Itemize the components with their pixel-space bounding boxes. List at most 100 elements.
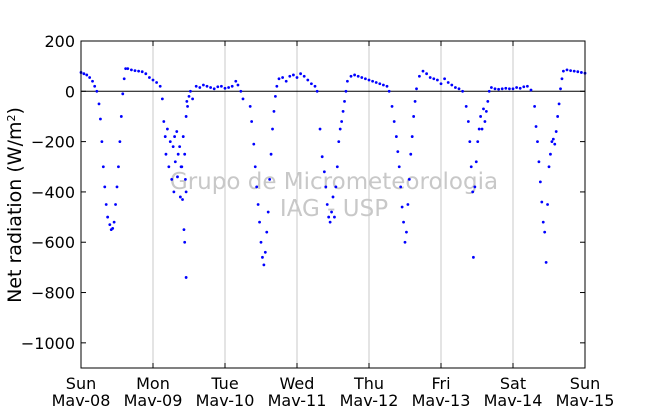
data-point — [553, 142, 557, 146]
data-point — [220, 84, 223, 88]
data-point — [392, 120, 396, 123]
data-point — [421, 69, 425, 73]
data-point — [99, 117, 102, 121]
data-point — [562, 69, 565, 73]
data-point — [490, 86, 493, 89]
data-point — [183, 240, 187, 244]
data-point — [184, 115, 188, 118]
data-point — [526, 84, 529, 88]
data-point — [557, 102, 561, 106]
data-point — [328, 220, 332, 224]
data-point — [175, 130, 179, 133]
x-tick-day-label: Wed — [280, 374, 315, 393]
data-point — [236, 83, 240, 87]
data-point — [85, 73, 89, 77]
data-point — [227, 86, 231, 89]
data-point — [223, 86, 227, 90]
data-point — [284, 79, 288, 83]
data-point — [322, 170, 326, 174]
data-point — [415, 87, 418, 91]
data-point — [337, 140, 341, 144]
data-point — [158, 84, 162, 88]
data-point — [167, 165, 171, 169]
data-point — [508, 87, 511, 91]
data-point — [371, 79, 374, 83]
data-point — [95, 89, 99, 93]
data-point — [82, 72, 86, 76]
data-point — [500, 87, 504, 91]
data-point — [486, 99, 490, 103]
data-point — [480, 127, 484, 131]
data-point — [103, 185, 107, 189]
data-point — [198, 86, 202, 89]
data-point — [432, 77, 436, 81]
data-point — [382, 83, 385, 87]
data-point — [173, 135, 177, 138]
data-point — [130, 68, 133, 72]
data-point — [256, 203, 260, 206]
data-point — [271, 127, 274, 131]
data-point — [241, 97, 245, 101]
data-point — [288, 74, 292, 78]
data-point — [340, 120, 344, 123]
data-point — [529, 88, 533, 92]
data-point — [265, 230, 269, 234]
data-point — [493, 87, 497, 91]
data-point — [436, 78, 439, 82]
data-point — [151, 78, 155, 82]
data-point — [556, 115, 560, 118]
data-point — [182, 228, 186, 232]
x-tick-day-label: Thu — [353, 374, 384, 393]
data-point — [403, 240, 407, 244]
x-tick-day-label: Tue — [210, 374, 238, 393]
data-point — [97, 102, 101, 106]
data-point — [413, 99, 417, 103]
data-point — [547, 165, 551, 169]
x-tick-date-label: Mav-09 — [124, 391, 183, 409]
data-point — [104, 203, 108, 206]
data-point — [269, 152, 273, 156]
data-point — [178, 145, 182, 149]
data-point — [515, 86, 518, 89]
data-point — [511, 87, 515, 91]
data-point — [394, 135, 398, 138]
data-point — [310, 82, 313, 86]
data-point — [479, 115, 482, 118]
y-tick-label: −800 — [31, 284, 75, 303]
data-point — [402, 220, 405, 224]
data-point — [346, 79, 349, 83]
data-point — [543, 230, 547, 234]
data-point — [111, 227, 115, 230]
data-point — [473, 185, 477, 189]
y-tick-label: −400 — [31, 183, 75, 202]
x-tick-date-label: Mav-14 — [484, 391, 543, 409]
data-point — [112, 220, 116, 224]
y-axis-label-end: ) — [4, 107, 26, 114]
data-point — [261, 255, 264, 259]
data-point — [155, 81, 159, 84]
data-point — [374, 81, 378, 84]
data-point — [349, 74, 353, 78]
data-point — [461, 89, 464, 93]
data-point — [324, 185, 328, 189]
grid — [152, 41, 514, 368]
data-point — [482, 107, 485, 111]
data-point — [483, 120, 487, 123]
x-tick-date-label: Mav-13 — [412, 391, 471, 409]
data-point — [330, 210, 333, 214]
data-point — [122, 77, 126, 81]
data-point — [331, 195, 335, 199]
data-point — [172, 190, 176, 194]
data-point — [474, 160, 478, 164]
data-point — [255, 185, 259, 189]
data-point — [100, 140, 104, 144]
data-point — [334, 185, 338, 189]
data-point — [259, 240, 263, 244]
data-point — [406, 203, 410, 206]
y-tick-label: −600 — [31, 233, 75, 252]
data-point — [258, 220, 261, 224]
data-point — [268, 177, 272, 181]
data-point — [549, 152, 552, 156]
x-tick-day-label: Sun — [570, 374, 600, 393]
